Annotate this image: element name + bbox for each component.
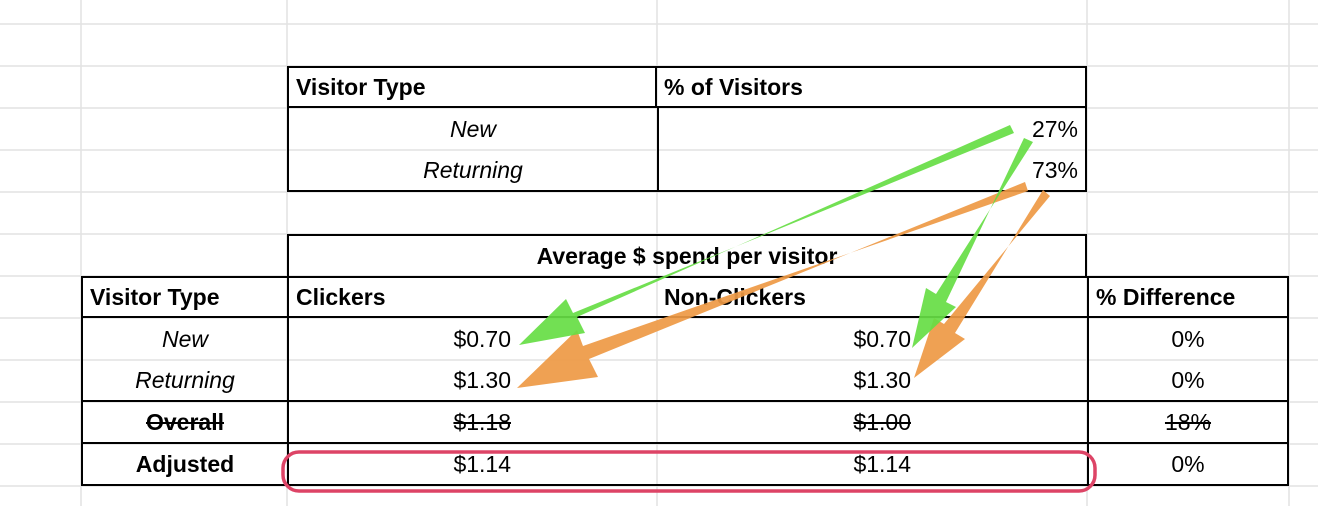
header-visitor-type: Visitor Type	[296, 74, 426, 101]
row-new-diff: 0%	[1171, 326, 1204, 353]
header-pct-visitors: % of Visitors	[664, 74, 803, 101]
cell-row-returning-diff[interactable]: 0%	[1087, 360, 1289, 402]
cell-row-new-type[interactable]: New	[81, 318, 287, 360]
cell-header-visitor-type[interactable]: Visitor Type	[287, 66, 657, 108]
cell-header-clickers[interactable]: Clickers	[287, 276, 657, 318]
row-adjusted-type: Adjusted	[136, 451, 234, 478]
row-new-clickers: $0.70	[453, 326, 511, 353]
cell-pct-new[interactable]: 27%	[657, 108, 1087, 150]
row-new-non-clickers: $0.70	[853, 326, 911, 353]
cell-row-adjusted-diff[interactable]: 0%	[1087, 444, 1289, 486]
header-clickers: Clickers	[296, 284, 386, 311]
cell-type-returning[interactable]: Returning	[287, 150, 657, 192]
pct-new: 27%	[1032, 116, 1078, 143]
cell-header-visitor-type-2[interactable]: Visitor Type	[81, 276, 287, 318]
cell-group-header[interactable]: Average $ spend per visitor	[287, 234, 1087, 276]
row-returning-diff: 0%	[1171, 367, 1204, 394]
header-pct-difference: % Difference	[1096, 284, 1235, 311]
row-adjusted-non-clickers: $1.14	[853, 451, 911, 478]
row-returning-type: Returning	[135, 367, 235, 394]
cell-row-new-non-clickers[interactable]: $0.70	[657, 318, 1087, 360]
cell-row-new-diff[interactable]: 0%	[1087, 318, 1289, 360]
cell-row-adjusted-clickers[interactable]: $1.14	[287, 444, 657, 486]
cell-row-overall-type[interactable]: Overall	[81, 402, 287, 444]
visitor-type-new: New	[450, 116, 496, 143]
row-overall-clickers: $1.18	[453, 409, 511, 436]
visitor-type-returning: Returning	[423, 157, 523, 184]
pct-returning: 73%	[1032, 157, 1078, 184]
cell-row-new-clickers[interactable]: $0.70	[287, 318, 657, 360]
row-new-type: New	[162, 326, 208, 353]
cell-row-overall-non-clickers[interactable]: $1.00	[657, 402, 1087, 444]
header-non-clickers: Non-Clickers	[664, 284, 806, 311]
row-returning-clickers: $1.30	[453, 367, 511, 394]
cell-header-non-clickers[interactable]: Non-Clickers	[657, 276, 1087, 318]
cell-type-new[interactable]: New	[287, 108, 657, 150]
cell-row-overall-clickers[interactable]: $1.18	[287, 402, 657, 444]
cell-header-pct-difference[interactable]: % Difference	[1087, 276, 1289, 318]
group-header-avg-spend: Average $ spend per visitor	[537, 243, 838, 270]
cell-row-returning-type[interactable]: Returning	[81, 360, 287, 402]
row-adjusted-clickers: $1.14	[453, 451, 511, 478]
row-overall-type: Overall	[146, 409, 224, 436]
cell-row-returning-clickers[interactable]: $1.30	[287, 360, 657, 402]
cell-header-pct-visitors[interactable]: % of Visitors	[657, 66, 1087, 108]
cell-row-overall-diff[interactable]: 18%	[1087, 402, 1289, 444]
cell-row-returning-non-clickers[interactable]: $1.30	[657, 360, 1087, 402]
header-visitor-type-2: Visitor Type	[90, 284, 220, 311]
row-adjusted-diff: 0%	[1171, 451, 1204, 478]
cell-pct-returning[interactable]: 73%	[657, 150, 1087, 192]
cell-row-adjusted-type[interactable]: Adjusted	[81, 444, 287, 486]
row-overall-non-clickers: $1.00	[853, 409, 911, 436]
row-overall-diff: 18%	[1165, 409, 1211, 436]
cell-row-adjusted-non-clickers[interactable]: $1.14	[657, 444, 1087, 486]
row-returning-non-clickers: $1.30	[853, 367, 911, 394]
